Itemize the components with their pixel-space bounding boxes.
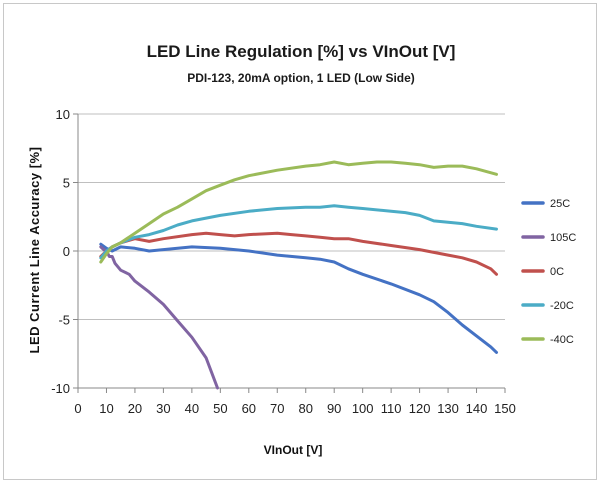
x-tick-label: 140	[466, 401, 488, 416]
y-tick-label: -10	[51, 381, 70, 396]
series-line--40C	[99, 160, 498, 264]
legend-label: 0C	[550, 266, 564, 278]
legend-label: 25C	[550, 198, 570, 210]
x-tick-label: 40	[185, 401, 199, 416]
legend-label: -20C	[550, 300, 574, 312]
x-tick-label: 0	[74, 401, 81, 416]
x-tick-label: 60	[242, 401, 256, 416]
x-tick-label: 90	[327, 401, 341, 416]
series-line--20C	[99, 204, 498, 260]
series-line-105C	[99, 245, 219, 390]
y-axis-title: LED Current Line Accuracy [%]	[27, 147, 42, 354]
x-tick-label: 110	[381, 401, 402, 416]
axes	[73, 113, 506, 393]
x-tick-label: 150	[494, 401, 516, 416]
x-tick-label: 20	[128, 401, 142, 416]
x-tick-label: 10	[99, 401, 113, 416]
series-lines	[99, 160, 498, 390]
chart-frame: LED Line Regulation [%] vs VInOut [V] PD…	[3, 3, 597, 480]
x-axis-title: VInOut [V]	[264, 443, 323, 457]
legend-label: -40C	[550, 334, 574, 346]
line-chart: LED Line Regulation [%] vs VInOut [V] PD…	[27, 42, 576, 457]
y-tick-label: 5	[63, 176, 70, 191]
y-tick-label: 0	[63, 244, 70, 259]
legend: 25C 105C 0C -20C -40C	[521, 198, 576, 346]
chart-title: LED Line Regulation [%] vs VInOut [V]	[147, 42, 456, 61]
y-tick-label: -5	[58, 313, 70, 328]
x-tick-label: 100	[352, 401, 374, 416]
x-tick-label: 50	[213, 401, 227, 416]
x-tick-label: 120	[409, 401, 431, 416]
y-tick-label: 10	[56, 107, 70, 122]
series-line-0C	[99, 231, 498, 276]
chart-subtitle: PDI-123, 20mA option, 1 LED (Low Side)	[187, 71, 415, 85]
series-line-25C	[99, 242, 498, 354]
x-tick-label: 80	[298, 401, 312, 416]
x-tick-label: 130	[437, 401, 459, 416]
x-tick-label: 70	[270, 401, 284, 416]
x-tick-label: 30	[156, 401, 170, 416]
legend-label: 105C	[550, 232, 576, 244]
